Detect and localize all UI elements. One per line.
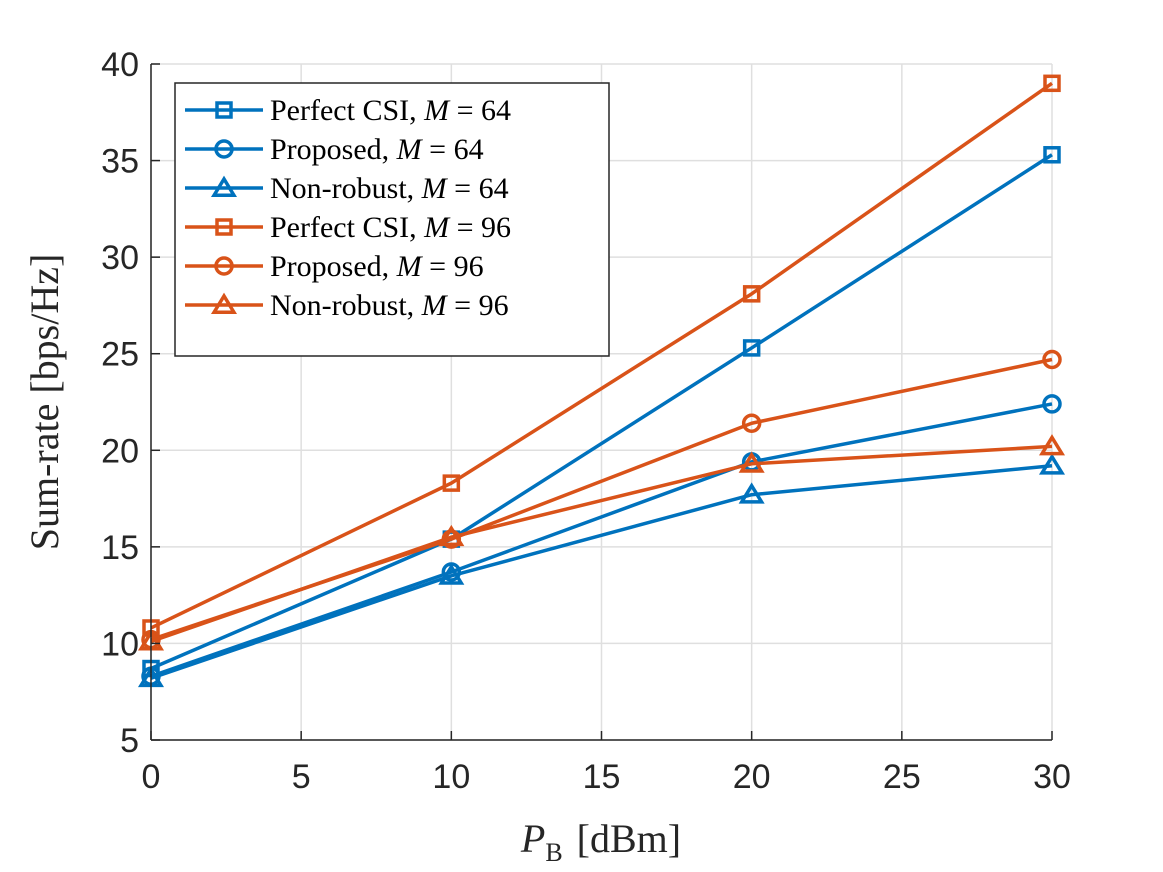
legend-entry: Perfect CSI, M = 96 xyxy=(185,211,511,244)
x-axis-label-sub: B xyxy=(545,838,562,867)
legend-entry: Perfect CSI, M = 64 xyxy=(185,94,511,127)
legend-label-eq: = 64 xyxy=(447,172,509,205)
legend-label-eq: = 96 xyxy=(447,289,509,322)
legend-entry: Proposed, M = 96 xyxy=(185,250,484,283)
series-line xyxy=(150,153,1053,671)
legend-marker xyxy=(215,218,233,236)
x-tick-label: 10 xyxy=(432,758,470,796)
x-tick-label: 20 xyxy=(733,758,771,796)
series-6 xyxy=(137,434,1066,651)
data-point xyxy=(1042,349,1062,370)
legend-label-eq: = 64 xyxy=(422,133,484,166)
y-tick-label: 15 xyxy=(101,529,139,567)
x-tick-label: 0 xyxy=(142,758,161,796)
legend-label-var: M xyxy=(421,172,449,205)
y-tick-label: 35 xyxy=(101,143,139,181)
legend-marker xyxy=(210,175,238,197)
data-point xyxy=(742,339,761,357)
data-point xyxy=(442,474,461,492)
legend-label-text: Non-robust, xyxy=(270,172,422,205)
data-point xyxy=(742,285,761,303)
legend-entry: Non-robust, M = 64 xyxy=(185,172,509,205)
legend-label-var: M xyxy=(423,211,451,244)
legend-label-eq: = 96 xyxy=(449,211,511,244)
data-point xyxy=(1043,146,1061,164)
legend-marker xyxy=(210,292,238,314)
y-tick-label: 30 xyxy=(101,239,139,277)
data-point xyxy=(1043,74,1061,93)
x-tick-label: 5 xyxy=(292,758,311,796)
legend-label-var: M xyxy=(423,94,451,127)
y-axis-label: Sum-rate [bps/Hz] xyxy=(22,254,67,551)
data-point xyxy=(1038,453,1066,475)
legend-entry: Proposed, M = 64 xyxy=(185,133,484,166)
legend-label-eq: = 64 xyxy=(449,94,511,127)
x-tick-label: 15 xyxy=(583,758,621,796)
legend-label: Non-robust, M = 64 xyxy=(270,172,509,205)
legend-label-text: Perfect CSI, xyxy=(270,94,424,127)
series-line xyxy=(150,463,1053,680)
series-line xyxy=(150,81,1054,630)
legend-marker xyxy=(215,101,233,119)
x-axis-label-main: P xyxy=(520,816,545,861)
legend-marker xyxy=(214,139,234,159)
legend-label-var: M xyxy=(396,250,424,283)
series-line xyxy=(150,444,1053,644)
legend-label: Perfect CSI, M = 96 xyxy=(270,211,511,244)
data-point xyxy=(1038,434,1066,456)
axes xyxy=(150,63,1053,741)
y-tick-label: 25 xyxy=(101,336,139,374)
legend-box xyxy=(174,82,610,357)
series-line xyxy=(150,402,1053,678)
legend-label-eq: = 96 xyxy=(422,250,484,283)
data-point xyxy=(438,524,465,547)
legend-label-var: M xyxy=(396,133,424,166)
legend-label: Perfect CSI, M = 64 xyxy=(270,94,511,127)
legend-label-text: Perfect CSI, xyxy=(270,211,424,244)
legend-label: Proposed, M = 96 xyxy=(270,250,484,283)
x-axis-label-unit: [dBm] xyxy=(577,816,681,861)
legend-label: Proposed, M = 64 xyxy=(270,133,484,166)
y-tick-label: 5 xyxy=(120,722,139,760)
data-point xyxy=(741,413,762,433)
series-3 xyxy=(137,453,1066,688)
legend-entry: Non-robust, M = 96 xyxy=(185,289,509,322)
y-tick-label: 20 xyxy=(101,432,139,470)
legend-label-text: Non-robust, xyxy=(270,289,422,322)
x-tick-label: 25 xyxy=(883,758,921,796)
x-axis-label: PB [dBm] xyxy=(520,816,681,867)
legend-label: Non-robust, M = 96 xyxy=(270,289,509,322)
data-point xyxy=(438,563,465,585)
data-point xyxy=(738,451,765,473)
y-tick-label: 10 xyxy=(101,625,139,663)
legend-label-var: M xyxy=(421,289,449,322)
y-tick-label: 40 xyxy=(101,46,139,84)
data-point xyxy=(738,482,765,504)
x-tick-label: 30 xyxy=(1033,758,1071,796)
data-point xyxy=(1042,394,1062,414)
legend-marker xyxy=(214,256,234,276)
legend-label-text: Proposed, xyxy=(270,250,397,283)
legend-label-text: Proposed, xyxy=(270,133,397,166)
